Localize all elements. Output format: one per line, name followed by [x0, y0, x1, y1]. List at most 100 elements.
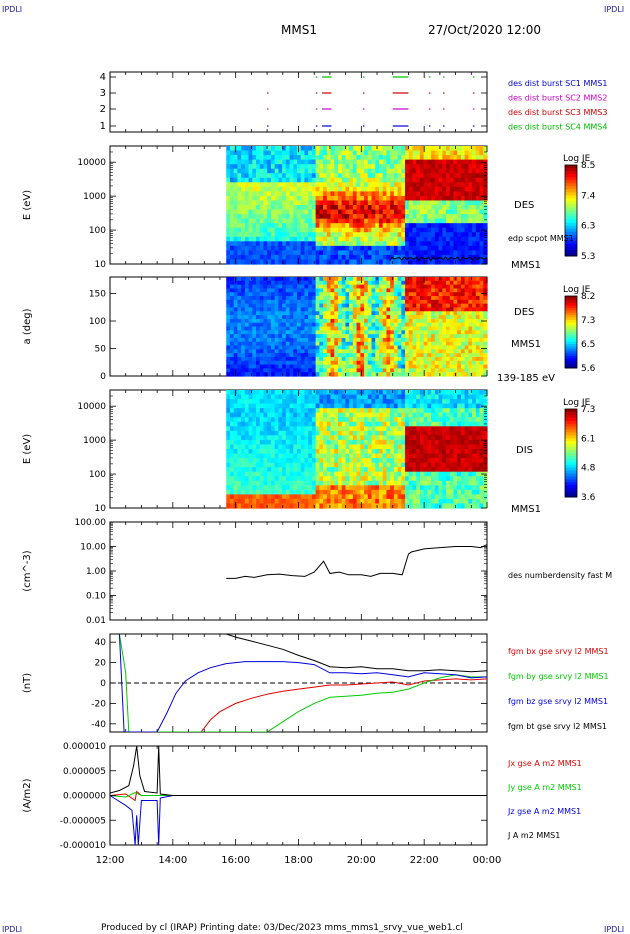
spectrogram-cell — [330, 368, 335, 373]
spectrogram-cell — [475, 195, 481, 202]
spectrogram-cell — [248, 417, 253, 423]
spectrogram-cell — [483, 299, 488, 305]
spectrogram-cell — [401, 250, 406, 256]
spectrogram-cell — [233, 345, 239, 350]
spectrogram-cell — [244, 245, 250, 251]
spectrogram-cell — [386, 200, 391, 206]
spectrogram-cell — [259, 296, 265, 301]
spectrogram-cell — [382, 412, 388, 418]
spectrogram-cell — [393, 421, 399, 427]
spectrogram-cell — [270, 254, 276, 261]
spectrogram-cell — [263, 214, 268, 220]
spectrogram-cell — [248, 349, 253, 354]
spectrogram-cell — [349, 209, 354, 215]
spectrogram-cell — [356, 390, 361, 396]
spectrogram-cell — [263, 159, 268, 165]
spectrogram-cell — [326, 341, 332, 347]
spectrogram-cell — [446, 259, 451, 265]
spectrogram-cell — [475, 277, 481, 282]
spectrogram-cell — [237, 245, 242, 251]
spectrogram-cell — [453, 245, 458, 251]
spectrogram-cell — [382, 356, 388, 362]
spectrogram-cell — [323, 480, 328, 486]
spectrogram-cell — [464, 168, 469, 174]
spectrogram-cell — [300, 330, 306, 335]
spectrogram-cell — [393, 200, 399, 206]
spectrogram-cell — [408, 182, 414, 188]
spectrogram-cell — [356, 476, 361, 482]
spectrogram-cell — [393, 485, 399, 491]
spectrogram-cell — [364, 214, 369, 220]
spectrogram-cell — [300, 503, 306, 509]
spectrogram-cell — [270, 191, 276, 197]
spectrogram-cell — [274, 155, 279, 161]
spectrogram-cell — [438, 349, 443, 354]
spectrogram-cell — [315, 177, 320, 183]
spectrogram-cell — [442, 292, 447, 297]
spectrogram-cell — [449, 227, 455, 233]
spectrogram-cell — [378, 444, 384, 450]
spectrogram-cell — [397, 277, 402, 282]
spectrogram-cell — [468, 177, 473, 183]
spectrogram-cell — [319, 489, 324, 495]
spectrogram-cell — [256, 250, 261, 256]
spectrogram-cell — [431, 209, 436, 215]
spectrogram-cell — [267, 449, 272, 455]
spectrogram-cell — [282, 498, 287, 505]
spectrogram-cell — [248, 182, 253, 188]
spectrogram-cell — [274, 186, 279, 192]
spectrogram-cell — [390, 349, 395, 354]
spectrogram-cell — [427, 245, 432, 251]
spectrogram-cell — [311, 353, 317, 358]
spectrogram-cell — [338, 200, 343, 206]
spectrogram-cell — [460, 284, 466, 290]
spectrogram-cell — [416, 173, 421, 179]
spectrogram-cell — [256, 241, 261, 247]
spectrogram-cell — [434, 318, 440, 324]
spectrogram-cell — [237, 458, 242, 464]
spectrogram-cell — [423, 159, 428, 165]
spectrogram-cell — [464, 284, 469, 290]
spectrogram-cell — [319, 364, 324, 369]
spectrogram-cell — [293, 168, 298, 174]
spectrogram-cell — [401, 307, 406, 312]
spectrogram-cell — [334, 177, 339, 183]
spectrogram-cell — [282, 311, 287, 316]
spectrogram-cell — [405, 195, 410, 202]
spectrogram-cell — [431, 173, 436, 179]
spectrogram-cell — [438, 299, 443, 305]
spectrogram-cell — [390, 299, 395, 305]
spectrogram-cell — [401, 372, 406, 377]
spectrogram-cell — [375, 195, 380, 202]
spectrogram-cell — [237, 353, 242, 358]
spectrogram-cell — [352, 168, 358, 174]
spectrogram-cell — [408, 353, 414, 358]
spectrogram-cell — [356, 458, 361, 464]
spectrogram-cell — [472, 209, 477, 215]
spectrogram-cell — [282, 315, 287, 320]
spectrogram-cell — [334, 195, 339, 202]
spectrogram-cell — [416, 232, 421, 238]
spectrogram-cell — [371, 195, 376, 202]
spectrogram-cell — [252, 322, 257, 328]
spectrogram-cell — [434, 150, 440, 156]
spectrogram-cell — [237, 390, 242, 396]
spectrogram-cell — [311, 368, 317, 373]
spectrogram-cell — [360, 214, 365, 220]
spectrogram-cell — [405, 177, 410, 183]
spectrogram-cell — [419, 195, 425, 202]
spectrogram-cell — [278, 439, 283, 446]
spectrogram-cell — [267, 503, 272, 509]
spectrogram-cell — [367, 214, 373, 220]
spectrogram-cell — [259, 280, 265, 286]
spectrogram-cell — [464, 155, 469, 161]
spectrogram-cell — [405, 303, 410, 309]
spectrogram-cell — [330, 146, 335, 152]
spectrogram-cell — [308, 245, 313, 251]
spectrogram-cell — [360, 334, 365, 339]
spectrogram-cell — [412, 403, 417, 409]
spectrogram-cell — [479, 311, 484, 316]
spectrogram-cell — [229, 403, 235, 409]
spectrogram-cell — [252, 330, 257, 335]
spectrogram-cell — [338, 168, 343, 174]
